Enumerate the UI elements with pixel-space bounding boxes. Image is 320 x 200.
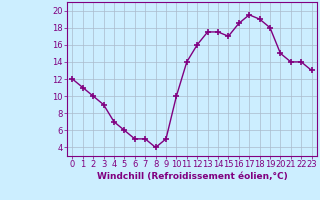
X-axis label: Windchill (Refroidissement éolien,°C): Windchill (Refroidissement éolien,°C) [97,172,287,181]
